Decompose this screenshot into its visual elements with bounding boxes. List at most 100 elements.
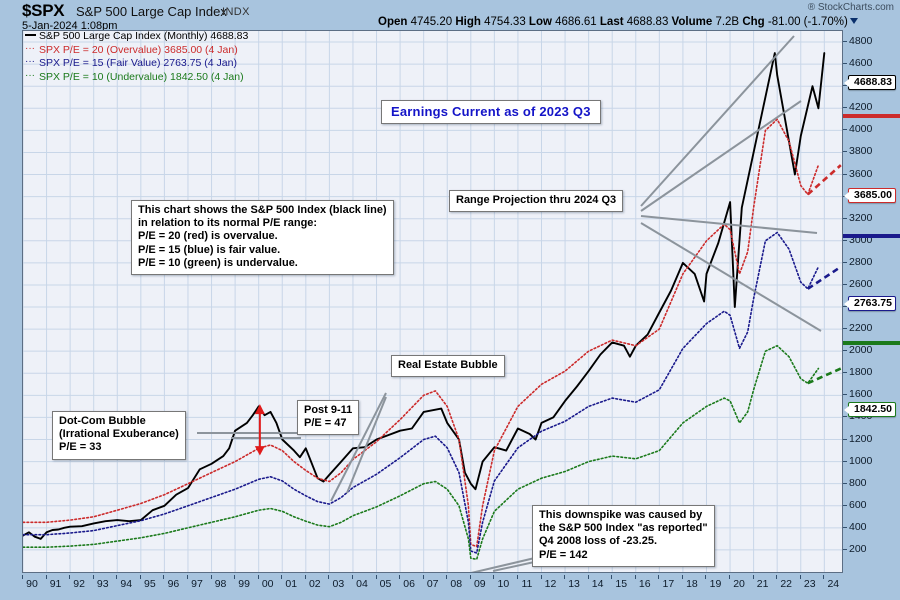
- annotation-line: P/E = 15 (blue) is fair value.: [138, 243, 281, 256]
- level-bar-2: [843, 341, 900, 346]
- date-tick-mark: [234, 575, 236, 579]
- date-tick-mark: [92, 575, 94, 579]
- series-line-1: [23, 118, 820, 548]
- date-tick-mark: [139, 575, 141, 579]
- leader-line-9: [492, 560, 540, 572]
- leader-line-0: [640, 35, 795, 207]
- downspike-note: This downspike was caused by the S&P 500 …: [532, 505, 715, 567]
- real-estate-bubble-note: Real Estate Bubble: [391, 355, 505, 378]
- date-tick-mark: [163, 575, 165, 579]
- open-value: 4745.20: [410, 16, 453, 28]
- date-axis-tick: 09: [473, 578, 486, 590]
- leader-line-3: [640, 222, 822, 332]
- date-axis-tick: 99: [238, 578, 250, 590]
- dot-com-bubble-note: Dot-Com Bubble (Irrational Exuberance) P/E…: [52, 411, 186, 460]
- date-tick-mark: [634, 575, 636, 579]
- arrow-head-up-icon: [254, 404, 265, 415]
- stockcharts-brand: ® StockCharts.com: [807, 2, 894, 13]
- date-tick-mark: [752, 575, 754, 579]
- tick-mark: [843, 63, 847, 65]
- date-axis-tick: 10: [497, 578, 510, 590]
- tick-mark: [843, 41, 847, 43]
- date-tick-mark: [257, 575, 259, 579]
- projection-segment-0: [806, 164, 842, 196]
- tick-mark: [843, 328, 847, 330]
- high-value: 4754.33: [484, 16, 526, 28]
- price-axis-tick: 1200: [843, 433, 872, 445]
- post-911-note: Post 9-11 P/E = 47: [297, 400, 360, 436]
- date-tick-mark: [281, 575, 283, 579]
- tick-mark: [843, 239, 847, 241]
- annotation-line: (Irrational Exuberance): [59, 428, 179, 441]
- date-axis-tick: 12: [544, 578, 557, 590]
- legend-item-0: S&P 500 Large Cap Index (Monthly) 4688.8…: [24, 30, 286, 43]
- date-axis-tick: 13: [568, 578, 580, 590]
- date-tick-mark: [422, 575, 424, 579]
- chart-plot-area[interactable]: [22, 30, 843, 573]
- date-tick-mark: [399, 575, 401, 579]
- legend-marker-icon: ···: [25, 42, 35, 54]
- leader-line-4: [330, 392, 387, 502]
- date-tick-mark: [799, 575, 801, 579]
- leader-line-2: [640, 215, 818, 234]
- annotation-line: P/E = 10 (green) is undervalue.: [138, 256, 298, 269]
- symbol-ticker: $SPX: [22, 1, 65, 20]
- price-axis-tick: 1600: [843, 388, 872, 400]
- open-label: Open: [378, 16, 408, 28]
- chevron-down-icon: [849, 18, 858, 24]
- annotation-line: This downspike was caused by: [539, 509, 703, 521]
- last-value: 4688.83: [626, 16, 669, 28]
- date-axis-tick: 04: [356, 578, 368, 590]
- date-axis-tick: 92: [73, 578, 85, 590]
- legend-item-3: ··· SPX P/E = 10 (Undervalue) 1842.50 (4 …: [24, 70, 286, 84]
- leader-line-8: [470, 556, 540, 572]
- annotation-line: P/E = 47: [304, 417, 347, 430]
- date-tick-mark: [69, 575, 71, 579]
- tick-mark: [843, 526, 847, 528]
- date-tick-mark: [540, 575, 542, 579]
- tick-mark: [843, 372, 847, 374]
- date-axis-tick: 14: [591, 578, 604, 590]
- leader-line-1: [640, 100, 802, 212]
- price-axis-tick: 3600: [843, 168, 872, 180]
- tick-mark: [843, 548, 847, 550]
- tick-mark: [843, 107, 847, 109]
- annotation-line: Real Estate Bubble: [398, 359, 498, 371]
- pe-range-explainer-note: This chart shows the S&P 500 Index (blac…: [131, 200, 394, 276]
- tick-mark: [843, 350, 847, 352]
- tick-mark: [843, 460, 847, 462]
- price-axis-tick: 800: [843, 477, 867, 489]
- legend-item-2: ··· SPX P/E = 15 (Fair Value) 2763.75 (4 …: [24, 56, 286, 70]
- legend-marker-icon: [25, 34, 36, 36]
- price-tag-1: 3685.00: [844, 188, 896, 203]
- tick-mark: [843, 283, 847, 285]
- date-tick-mark: [681, 575, 683, 579]
- date-tick-mark: [658, 575, 660, 579]
- price-axis-tick: 3200: [843, 212, 872, 224]
- price-axis-tick: 3800: [843, 145, 872, 157]
- annotation-line: Dot-Com Bubble: [59, 415, 146, 427]
- legend-label: S&P 500 Large Cap Index (Monthly) 4688.8…: [39, 30, 249, 42]
- date-tick-mark: [776, 575, 778, 579]
- annotation-line: in relation to its normal P/E range:: [138, 217, 318, 230]
- arrow-head-down-icon: [254, 446, 265, 456]
- date-axis-tick: 06: [403, 578, 415, 590]
- date-axis-tick: 19: [709, 578, 722, 590]
- date-axis-tick: 95: [143, 578, 156, 590]
- tick-mark: [843, 261, 847, 263]
- symbol-type: INDX: [222, 6, 250, 18]
- tick-mark: [843, 129, 847, 131]
- date-axis-tick: 90: [26, 578, 38, 590]
- volume-value: 7.2B: [715, 16, 740, 28]
- date-axis-tick: 07: [426, 578, 439, 590]
- date-axis[interactable]: 90 91 92 93 94 95 96 97 98 99 00 01 02 03 04 05 06 07 08 09…: [22, 575, 843, 597]
- annotation-line: P/E = 20 (red) is overvalue.: [138, 230, 278, 243]
- date-tick-mark: [446, 575, 448, 579]
- date-tick-mark: [705, 575, 707, 579]
- annotation-line: Range Projection thru 2024 Q3: [456, 194, 617, 206]
- date-tick-mark: [516, 575, 518, 579]
- date-axis-tick: 01: [285, 578, 298, 590]
- price-axis-tick: 400: [843, 521, 867, 533]
- series-line-2: [23, 231, 820, 554]
- date-axis-tick: 23: [803, 578, 816, 590]
